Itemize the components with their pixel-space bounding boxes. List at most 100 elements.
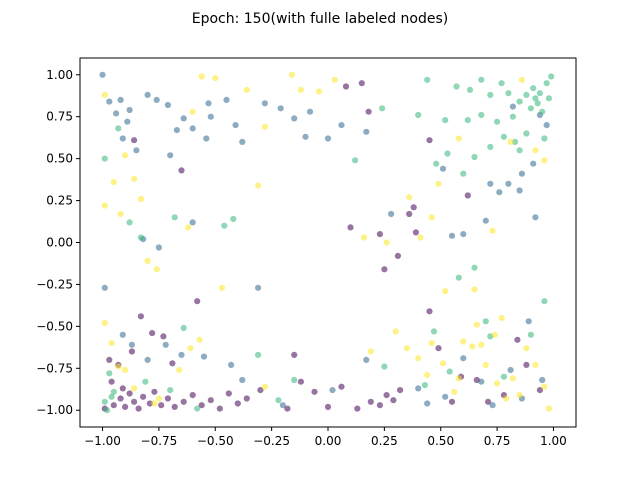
y-tick-label: −1.00: [36, 403, 73, 417]
data-point-purple: [406, 210, 413, 218]
data-point-blue: [144, 91, 151, 98]
data-point-green: [530, 85, 537, 92]
data-point-blue: [415, 385, 422, 392]
x-tick-label: −0.75: [141, 434, 178, 448]
data-point-blue: [164, 101, 171, 109]
data-point-blue: [489, 402, 496, 409]
data-point-blue: [324, 135, 332, 142]
data-point-purple: [216, 405, 223, 412]
data-point-green: [478, 76, 485, 83]
data-point-purple: [412, 229, 419, 236]
data-point-yellow: [297, 86, 304, 93]
data-point-purple: [367, 398, 374, 405]
data-point-purple: [164, 395, 171, 402]
data-point-purple: [426, 308, 433, 315]
data-point-green: [115, 125, 122, 132]
data-point-purple: [523, 361, 530, 368]
data-point-blue: [205, 100, 212, 107]
data-point-blue: [255, 284, 262, 291]
data-point-green: [498, 80, 505, 87]
y-axis: −1.00 −0.75 −0.50 −0.25 0.00 0.25 0.50 0.75 1.00: [36, 68, 80, 417]
data-point-purple: [536, 387, 544, 394]
data-point-green: [442, 117, 449, 124]
data-point-purple: [435, 345, 442, 352]
x-tick-label: −0.50: [197, 434, 234, 448]
y-tick-label: −0.75: [36, 361, 73, 375]
data-point-blue: [167, 152, 174, 159]
data-point-purple: [464, 192, 471, 199]
data-point-yellow: [424, 371, 431, 379]
data-point-yellow: [516, 392, 523, 399]
data-point-green: [500, 133, 507, 140]
data-point-blue: [496, 189, 503, 196]
data-point-green: [471, 153, 478, 161]
data-point-green: [541, 135, 548, 142]
data-point-yellow: [482, 361, 489, 368]
data-point-blue: [117, 96, 124, 103]
data-point-purple: [426, 137, 433, 144]
data-point-yellow: [144, 257, 151, 264]
data-point-purple: [178, 167, 185, 174]
data-point-yellow: [288, 71, 295, 78]
data-point-green: [142, 378, 149, 385]
data-point-green: [478, 111, 485, 119]
x-tick-label: 0.00: [315, 434, 342, 448]
data-point-green: [275, 397, 282, 404]
data-point-blue: [124, 118, 131, 125]
data-point-green: [291, 376, 298, 384]
data-point-green: [523, 130, 530, 137]
data-point-purple: [243, 395, 250, 402]
data-point-yellow: [518, 76, 526, 83]
data-point-blue: [144, 356, 151, 363]
x-tick-label: 1.00: [540, 434, 567, 448]
data-point-yellow: [415, 355, 422, 362]
data-point-yellow: [455, 135, 462, 142]
data-point-yellow: [455, 375, 462, 382]
data-point-blue: [126, 106, 133, 114]
data-point-green: [194, 405, 201, 412]
data-point-purple: [410, 204, 417, 211]
data-point-purple: [383, 392, 390, 399]
data-point-purple: [338, 383, 345, 390]
data-point-blue: [232, 122, 239, 129]
data-point-blue: [516, 187, 523, 194]
data-point-blue: [518, 170, 526, 177]
data-point-blue: [532, 214, 539, 221]
data-point-purple: [117, 395, 124, 402]
data-point-green: [444, 150, 451, 157]
data-point-blue: [223, 96, 230, 103]
data-point-green: [110, 388, 117, 395]
data-point-blue: [133, 147, 140, 154]
data-point-yellow: [367, 348, 374, 355]
data-point-yellow: [435, 180, 442, 187]
data-point-green: [527, 331, 535, 338]
data-point-green: [487, 91, 494, 98]
data-point-purple: [126, 390, 133, 397]
y-tick-label: −0.50: [36, 319, 73, 333]
data-point-green: [167, 387, 174, 394]
data-point-blue: [525, 318, 532, 325]
data-point-blue: [207, 113, 214, 120]
data-point-green: [221, 222, 228, 229]
data-point-green: [527, 105, 535, 112]
data-point-green: [101, 398, 108, 405]
data-point-yellow: [503, 395, 510, 402]
data-point-green: [421, 382, 428, 389]
data-point-purple: [122, 403, 129, 410]
y-tick-label: 1.00: [46, 68, 73, 82]
data-point-blue: [180, 115, 187, 122]
data-point-purple: [146, 400, 153, 407]
data-point-yellow: [491, 331, 498, 338]
data-point-purple: [291, 351, 298, 358]
data-point-green: [180, 324, 187, 332]
data-point-yellow: [442, 288, 449, 295]
data-point-yellow: [406, 194, 413, 201]
data-point-green: [541, 298, 548, 305]
data-point-blue: [119, 331, 126, 338]
plot-area-frame: [79, 57, 577, 428]
data-point-blue: [155, 244, 162, 251]
data-point-purple: [234, 400, 241, 407]
data-point-purple: [106, 356, 113, 363]
data-point-purple: [311, 388, 318, 395]
data-point-blue: [119, 135, 126, 142]
